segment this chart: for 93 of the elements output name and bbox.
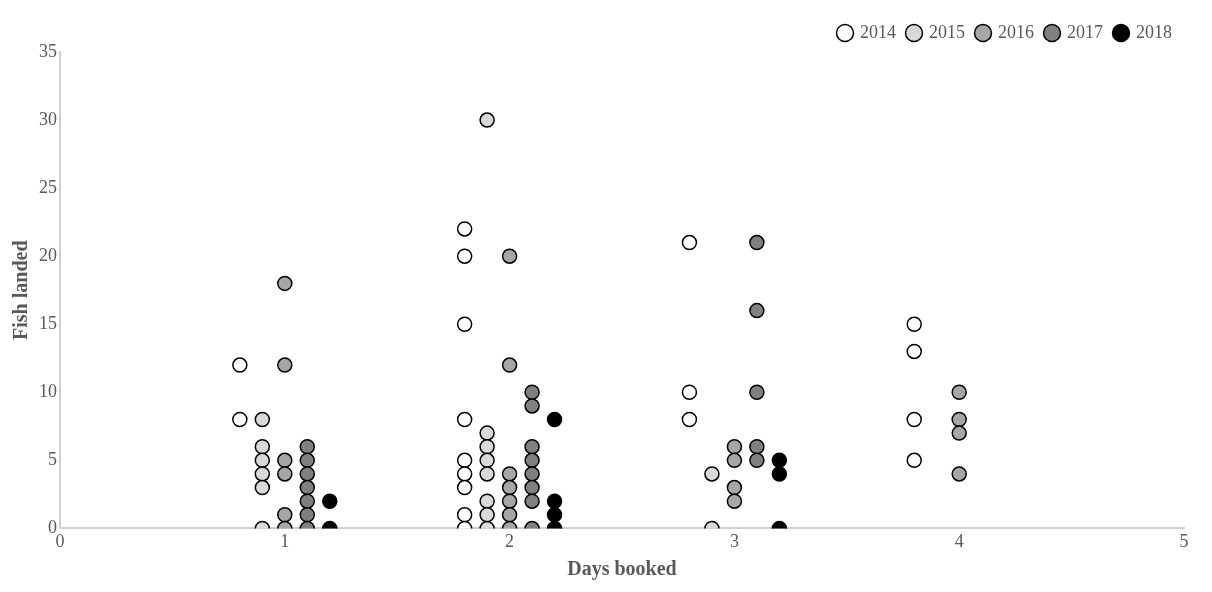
point [906,316,922,332]
point [479,112,495,128]
point [771,466,788,482]
point [524,479,540,496]
point [299,507,316,523]
point [951,466,967,482]
point [456,248,473,264]
point [524,452,540,469]
point [524,493,540,509]
point [501,466,518,482]
legend-label: 2016 [998,21,1034,42]
point [456,466,473,482]
point [254,438,271,455]
point [479,507,495,523]
point [524,398,540,414]
y-tick-label: 35 [39,40,57,61]
point [749,302,765,319]
point [254,411,271,428]
point [479,452,495,469]
point [726,438,743,455]
point [681,384,698,401]
x-tick-label: 3 [729,530,739,551]
point [524,384,540,401]
point [277,275,293,292]
legend-label: 2017 [1067,21,1103,42]
point [232,357,248,373]
point [749,384,765,401]
point [951,425,967,441]
point [501,479,518,496]
point [456,479,473,496]
y-tick-label: 25 [39,176,57,197]
point [501,357,518,373]
point [546,411,563,428]
legend-label: 2014 [860,21,896,42]
point [299,493,316,509]
point [771,452,788,469]
point [479,425,495,441]
point [501,248,518,264]
point [524,466,540,482]
point [254,452,271,469]
point [681,411,698,428]
y-axis-title: Fish landed [9,240,32,340]
x-tick-label: 1 [280,530,290,551]
point [277,466,293,482]
point [951,384,967,401]
y-tick-label: 30 [39,108,57,129]
point [546,507,563,523]
point [322,493,338,509]
point [524,438,540,455]
point [479,493,495,509]
point [456,316,473,332]
point [277,452,293,469]
point [749,452,765,469]
y-tick-label: 5 [48,449,57,470]
y-tick-label: 0 [48,517,57,538]
point [726,493,743,509]
point [299,466,316,482]
point [501,507,518,523]
point [479,466,495,482]
point [277,507,293,523]
point [479,438,495,455]
point [726,452,743,469]
legend-label: 2015 [929,21,965,42]
x-tick-label: 2 [505,530,515,551]
point [951,411,967,428]
point [501,493,518,509]
point [299,452,316,469]
point [906,452,922,469]
x-tick-label: 4 [954,530,964,551]
legend-label: 2018 [1136,21,1172,42]
point [749,234,765,251]
x-axis-title: Days booked [567,557,677,581]
y-tick-label: 20 [39,244,57,265]
y-tick-label: 10 [39,381,57,402]
y-tick-label: 15 [39,312,57,333]
point [299,438,316,455]
point [254,466,271,482]
point [456,507,473,523]
point [681,234,698,251]
point [546,493,563,509]
point [254,479,271,496]
point [456,452,473,469]
point [704,466,720,482]
point [277,357,293,373]
point [726,479,743,496]
point [299,479,316,496]
x-tick-label: 5 [1179,530,1189,551]
point [906,343,922,360]
point [749,438,765,455]
point [906,411,922,428]
point [232,411,248,428]
point [456,221,473,237]
point [456,411,473,428]
